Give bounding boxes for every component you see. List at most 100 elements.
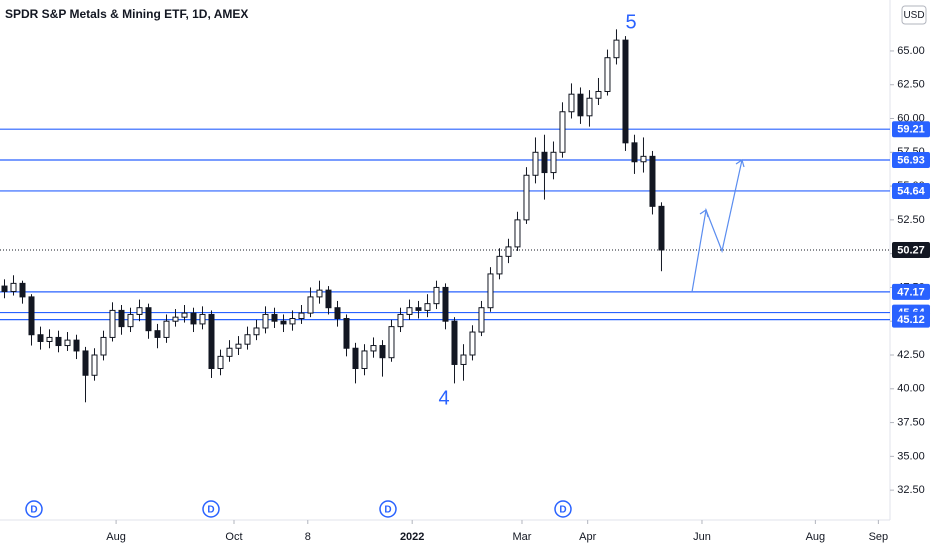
level-label: 56.93	[897, 154, 925, 166]
candle-body	[478, 307, 485, 333]
y-tick-label: 37.50	[897, 416, 925, 428]
candle-body	[451, 320, 458, 365]
candle-body	[73, 339, 80, 352]
projection	[691, 159, 743, 293]
candle-body	[469, 331, 476, 356]
candle-body	[514, 219, 521, 248]
candle-body	[334, 307, 341, 320]
candle-body	[298, 312, 305, 320]
candle-body	[289, 318, 296, 325]
candle-body	[532, 151, 539, 176]
level-label: 45.12	[897, 314, 925, 326]
candle-body	[325, 289, 332, 309]
x-tick-label: Apr	[579, 531, 596, 543]
y-tick-label: 32.50	[897, 484, 925, 496]
candle-body	[46, 336, 53, 342]
event-icon[interactable]	[379, 500, 397, 518]
candle-body	[595, 90, 602, 99]
event-icon[interactable]	[202, 500, 220, 518]
candle-body	[550, 151, 557, 174]
currency: USD	[903, 10, 924, 21]
event-label: D	[207, 505, 214, 516]
level-label-box	[892, 283, 930, 300]
y-tick-label: 62.50	[897, 79, 925, 91]
level-label: 54.64	[897, 185, 925, 197]
candle-body	[505, 246, 512, 257]
candle-body	[577, 93, 584, 117]
candle-body	[613, 39, 620, 59]
candle-body	[136, 307, 143, 315]
candle-body	[604, 57, 611, 92]
wave-label: 4	[438, 387, 449, 409]
candle-body	[361, 350, 368, 370]
candle-body	[370, 345, 377, 352]
y-tick-label: 42.50	[897, 349, 925, 361]
candle-body	[649, 155, 656, 207]
y-tick-label: 52.50	[897, 214, 925, 226]
x-tick-label: 8	[305, 531, 311, 543]
candle-body	[10, 282, 17, 292]
event-icon[interactable]	[554, 500, 572, 518]
x-tick-label: Aug	[106, 531, 126, 543]
level-label-box	[892, 152, 930, 168]
candle-body	[640, 155, 647, 163]
chart-title: SPDR S&P Metals & Mining ETF, 1D, AMEX	[5, 7, 248, 21]
candle-body	[433, 286, 440, 305]
candle-body	[163, 320, 170, 338]
candle-body	[307, 296, 314, 314]
event-label: D	[559, 505, 566, 516]
y-tick-label: 40.00	[897, 383, 925, 395]
candle-body	[172, 316, 179, 322]
x-tick-label: 2022	[400, 531, 424, 543]
candle-body	[37, 334, 44, 342]
candle-body	[460, 354, 467, 365]
candle-body	[397, 313, 404, 328]
x-tick-label: Sep	[869, 531, 889, 543]
candle-body	[91, 354, 98, 376]
level-label-box	[892, 311, 930, 328]
candle-body	[253, 327, 260, 336]
candle-body	[181, 312, 188, 318]
candle-body	[226, 347, 233, 357]
projection-arrowhead	[735, 159, 745, 168]
projection-arrowhead	[699, 209, 709, 218]
candle-body	[316, 289, 323, 298]
currency-box[interactable]	[901, 5, 927, 25]
candle-body	[352, 347, 359, 370]
candle-body	[217, 355, 224, 370]
y-tick-label: 35.00	[897, 450, 925, 462]
candle-body	[19, 282, 26, 298]
candle-body	[82, 350, 89, 376]
candle-body	[388, 326, 395, 359]
candle-body	[109, 309, 116, 338]
candle-body	[658, 205, 665, 251]
candle-body	[280, 320, 287, 325]
x-tick-label: Oct	[225, 531, 242, 543]
axis-labels: 32.5035.0037.5040.0042.5045.0047.5050.00…	[106, 45, 930, 543]
candle-body	[28, 296, 35, 336]
event-label: D	[30, 505, 37, 516]
event-icon[interactable]	[25, 500, 43, 518]
candle-body	[145, 307, 152, 332]
candle-body	[496, 255, 503, 275]
candle-body	[100, 336, 107, 356]
candle-body	[523, 174, 530, 221]
candle-body	[55, 336, 62, 347]
candle-body	[487, 273, 494, 309]
x-tick-label: Aug	[806, 531, 826, 543]
level-label-box	[892, 242, 930, 258]
wave-label: 5	[625, 11, 636, 33]
candle-body	[262, 313, 269, 329]
candle-body	[271, 313, 278, 322]
candle-body	[64, 339, 71, 347]
candle-body	[118, 309, 125, 328]
level-label: 50.27	[897, 244, 925, 256]
candle-body	[127, 313, 134, 328]
event-label: D	[384, 505, 391, 516]
candle-body	[244, 334, 251, 345]
x-tick-label: Mar	[513, 531, 532, 543]
level-label-box	[892, 121, 930, 138]
candle-body	[586, 97, 593, 117]
